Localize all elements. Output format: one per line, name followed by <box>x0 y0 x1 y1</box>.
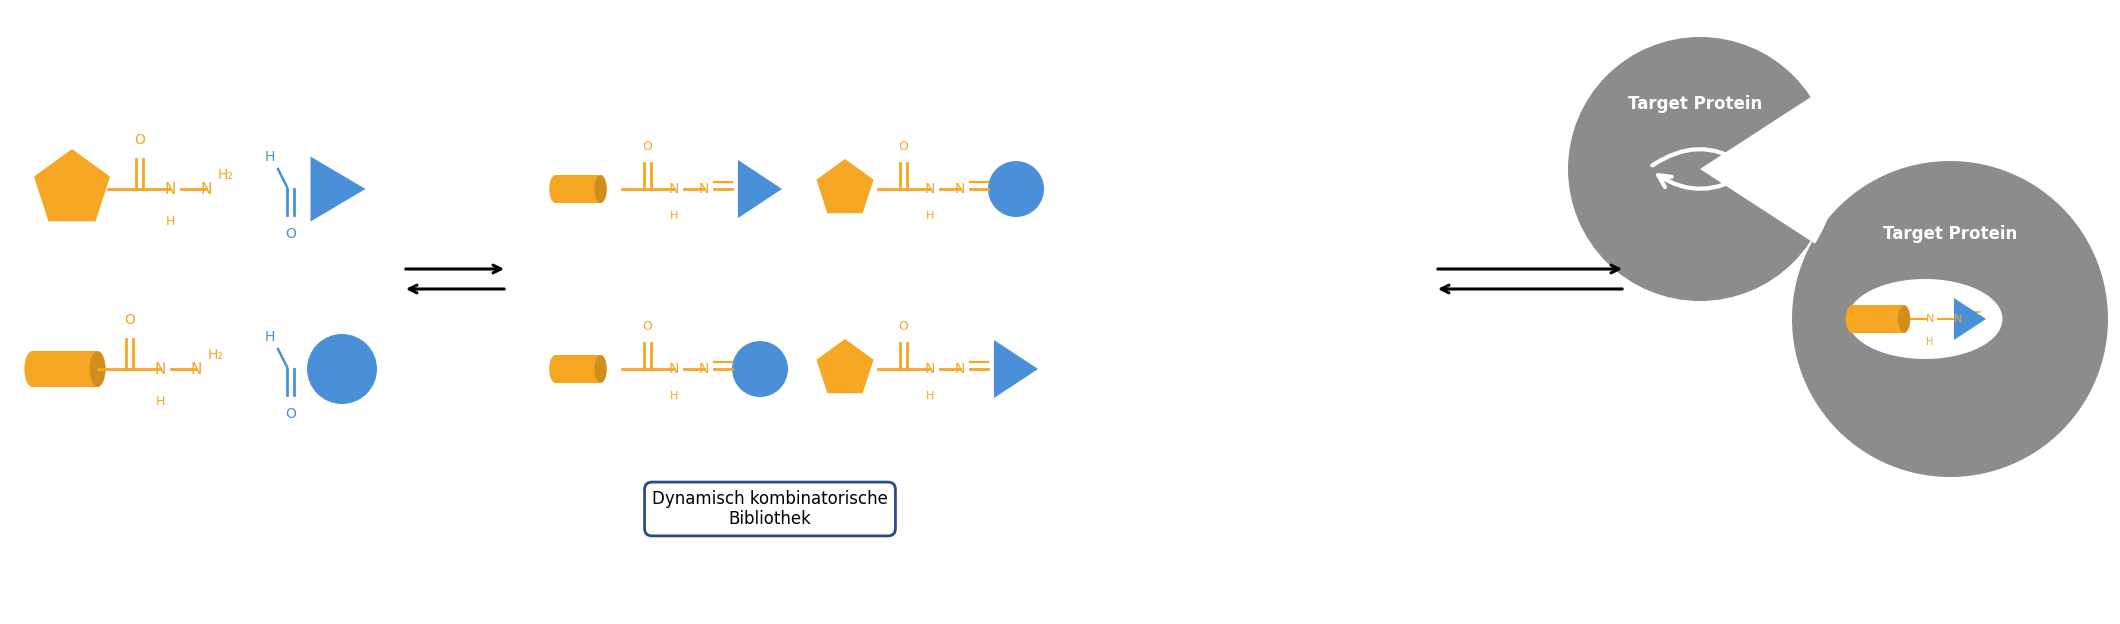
Polygon shape <box>34 149 110 222</box>
Bar <box>555 175 600 203</box>
Ellipse shape <box>594 355 606 383</box>
Text: N: N <box>700 362 710 376</box>
Text: H: H <box>165 215 174 228</box>
Text: N: N <box>165 182 176 197</box>
Text: O: O <box>642 320 653 333</box>
Ellipse shape <box>594 355 606 383</box>
Text: N: N <box>668 362 678 376</box>
Ellipse shape <box>594 175 606 203</box>
Text: O: O <box>284 407 297 421</box>
Text: N: N <box>954 182 965 196</box>
Text: N: N <box>700 182 710 196</box>
Text: N: N <box>191 361 201 376</box>
Bar <box>555 355 600 383</box>
Text: H: H <box>670 211 678 221</box>
Text: H₂: H₂ <box>218 168 233 182</box>
Ellipse shape <box>1897 305 1910 333</box>
Text: N: N <box>924 182 935 196</box>
Circle shape <box>731 341 789 397</box>
Bar <box>1853 305 1904 333</box>
Text: H: H <box>155 395 165 408</box>
Polygon shape <box>994 340 1039 398</box>
Polygon shape <box>816 339 873 393</box>
Circle shape <box>988 161 1043 217</box>
Ellipse shape <box>549 355 562 383</box>
Text: H: H <box>670 391 678 401</box>
Text: N: N <box>155 361 165 376</box>
Text: O: O <box>899 140 909 153</box>
Text: O: O <box>284 227 297 241</box>
Text: N: N <box>199 182 212 197</box>
Text: Dynamisch kombinatorische
Bibliothek: Dynamisch kombinatorische Bibliothek <box>653 490 888 529</box>
Text: H: H <box>926 391 935 401</box>
Text: N: N <box>954 362 965 376</box>
Circle shape <box>307 334 377 404</box>
Text: O: O <box>134 133 144 147</box>
Text: N: N <box>924 362 935 376</box>
Ellipse shape <box>549 175 562 203</box>
Text: H: H <box>926 211 935 221</box>
Text: O: O <box>899 320 909 333</box>
Ellipse shape <box>1847 305 1859 333</box>
Polygon shape <box>1955 298 1986 340</box>
Text: N: N <box>1955 314 1963 324</box>
Ellipse shape <box>89 351 106 387</box>
Text: Target Protein: Target Protein <box>1628 95 1762 113</box>
Circle shape <box>1791 161 2107 477</box>
Ellipse shape <box>1847 279 2003 359</box>
Text: H: H <box>1927 337 1933 347</box>
Text: H: H <box>265 150 276 164</box>
Polygon shape <box>816 159 873 213</box>
Text: O: O <box>125 313 136 327</box>
Text: N: N <box>1925 314 1933 324</box>
Ellipse shape <box>89 351 106 387</box>
Text: H: H <box>265 330 276 344</box>
Polygon shape <box>310 157 365 222</box>
Text: Target Protein: Target Protein <box>1883 225 2016 243</box>
Text: O: O <box>642 140 653 153</box>
Wedge shape <box>1700 94 1838 243</box>
Ellipse shape <box>594 175 606 203</box>
Ellipse shape <box>1897 305 1910 333</box>
Bar <box>32 351 98 387</box>
Polygon shape <box>738 160 782 218</box>
Ellipse shape <box>25 351 40 387</box>
Text: N: N <box>668 182 678 196</box>
Circle shape <box>1569 37 1832 301</box>
Text: H₂: H₂ <box>208 348 225 362</box>
